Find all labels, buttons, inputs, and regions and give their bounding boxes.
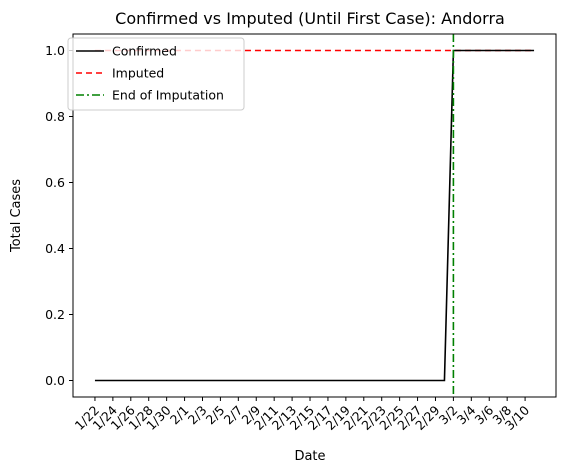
y-tick-label: 0.4	[45, 241, 65, 256]
x-axis: 1/221/241/261/281/302/12/32/52/72/92/112…	[72, 397, 532, 433]
legend: Confirmed Imputed End of Imputation	[67, 37, 245, 111]
y-tick-label: 0.6	[45, 175, 65, 190]
plot-frame	[72, 33, 557, 398]
chart-title: Confirmed vs Imputed (Until First Case):…	[115, 9, 505, 28]
legend-label: Confirmed	[112, 44, 177, 59]
y-tick-label: 0.0	[45, 373, 65, 388]
legend-label: Imputed	[112, 66, 164, 81]
y-tick-label: 0.2	[45, 307, 65, 322]
legend-box	[67, 37, 245, 111]
y-tick-label: 0.8	[45, 109, 65, 124]
y-axis-label: Total Cases	[9, 179, 24, 253]
legend-label: End of Imputation	[112, 88, 224, 103]
y-axis: 0.0 0.2 0.4 0.6 0.8 1.0	[45, 43, 73, 388]
series-confirmed-line	[94, 49, 535, 382]
x-axis-label: Date	[294, 449, 325, 464]
y-tick-label: 1.0	[45, 43, 65, 58]
